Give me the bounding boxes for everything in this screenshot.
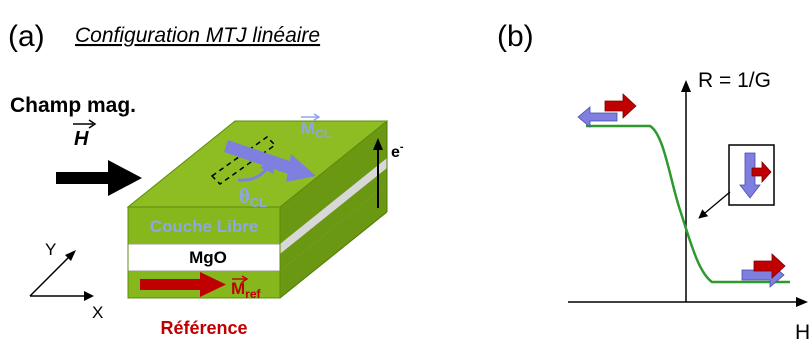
m-ref-label: Mref <box>231 275 262 301</box>
field-label: Champ mag. <box>10 94 136 117</box>
free-layer-front <box>128 207 280 244</box>
m-cl-label: MCL <box>301 113 331 141</box>
reference-label: Référence <box>160 318 247 338</box>
free-layer-label: Couche Libre <box>150 217 259 236</box>
y-axis-label: R = 1/G <box>698 69 771 92</box>
parallel-arrows-icon <box>741 253 786 288</box>
electron-arrow <box>373 138 383 208</box>
reference-moment-arrow <box>140 272 226 297</box>
electron-label: e- <box>391 141 404 161</box>
field-symbol: H <box>73 119 97 150</box>
resistance-curve <box>586 124 790 284</box>
svg-text:MCL: MCL <box>301 119 331 141</box>
svg-text:Mref: Mref <box>231 279 262 301</box>
barrier-label: MgO <box>189 248 227 267</box>
theta-arc <box>237 157 274 182</box>
inset-pointer <box>698 191 731 219</box>
x-axis-label: H <box>795 321 810 344</box>
field-arrow <box>56 160 142 196</box>
axis-y-label: Y <box>45 240 56 259</box>
svg-text:H: H <box>74 128 89 150</box>
theta-label: θCL <box>239 186 267 210</box>
coordinate-axes <box>29 250 94 301</box>
panel-a-label: (a) <box>8 20 45 53</box>
panel-b: (b) R = 1/G H <box>497 20 810 344</box>
panel-b-axes <box>568 80 808 307</box>
antiparallel-arrows-icon <box>577 93 637 128</box>
panel-b-label: (b) <box>497 20 534 53</box>
perpendicular-state-inset <box>728 144 775 206</box>
panel-a-title: Configuration MTJ linéaire <box>75 24 320 47</box>
axis-x-label: X <box>92 303 103 322</box>
panel-a: (a) Configuration MTJ linéaire Champ mag… <box>8 20 404 338</box>
